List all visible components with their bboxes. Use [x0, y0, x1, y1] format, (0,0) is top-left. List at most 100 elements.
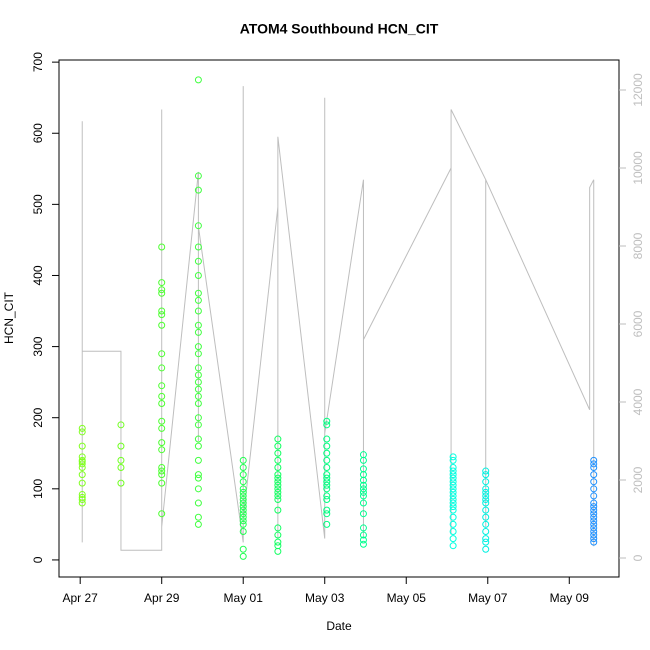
point: [323, 474, 331, 482]
point: [274, 538, 282, 546]
point: [590, 531, 598, 539]
point: [194, 378, 202, 386]
point: [239, 499, 247, 507]
point: [158, 311, 166, 319]
y-tick-label: 400: [31, 265, 45, 285]
point: [274, 485, 282, 493]
point: [239, 471, 247, 479]
point: [323, 435, 331, 443]
point: [590, 503, 598, 511]
y2-tick-label: 4000: [631, 388, 645, 415]
plot-box: [58, 59, 620, 578]
point: [117, 456, 125, 464]
point: [590, 510, 598, 518]
y-axis-title: HCN_CIT: [2, 291, 16, 344]
point: [323, 510, 331, 518]
x-tick-label: May 07: [468, 591, 508, 605]
point: [194, 257, 202, 265]
point: [449, 503, 457, 511]
x-tick-label: Apr 29: [144, 591, 180, 605]
point: [323, 463, 331, 471]
point: [274, 435, 282, 443]
point: [482, 485, 490, 493]
point: [359, 540, 367, 548]
point: [78, 491, 86, 499]
point: [78, 424, 86, 432]
point: [323, 456, 331, 464]
point: [449, 527, 457, 535]
point: [194, 421, 202, 429]
point: [78, 479, 86, 487]
point: [482, 499, 490, 507]
point: [194, 520, 202, 528]
point: [590, 506, 598, 514]
point: [158, 446, 166, 454]
y2-tick-label: 12000: [631, 73, 645, 107]
point: [323, 478, 331, 486]
point: [158, 399, 166, 407]
point: [590, 463, 598, 471]
point: [239, 495, 247, 503]
point: [194, 271, 202, 279]
point: [482, 492, 490, 500]
point: [590, 460, 598, 468]
point: [590, 524, 598, 532]
point: [158, 471, 166, 479]
point: [323, 481, 331, 489]
point: [239, 503, 247, 511]
point: [117, 421, 125, 429]
x-tick-label: May 01: [224, 591, 264, 605]
point: [449, 542, 457, 550]
y2-tick-label: 8000: [631, 232, 645, 259]
point: [194, 76, 202, 84]
point: [117, 463, 125, 471]
point: [359, 536, 367, 544]
x-tick-label: May 03: [305, 591, 345, 605]
point: [590, 471, 598, 479]
point: [274, 449, 282, 457]
point: [158, 307, 166, 315]
point: [158, 463, 166, 471]
point: [359, 499, 367, 507]
y-tick-label: 600: [31, 123, 45, 143]
point: [449, 506, 457, 514]
point: [78, 495, 86, 503]
point: [274, 456, 282, 464]
point: [239, 517, 247, 525]
point: [482, 520, 490, 528]
point: [449, 485, 457, 493]
point: [590, 535, 598, 543]
point: [158, 479, 166, 487]
point: [194, 456, 202, 464]
point: [590, 478, 598, 486]
x-axis-title: Date: [326, 619, 352, 633]
point: [323, 506, 331, 514]
point: [239, 506, 247, 514]
point: [274, 531, 282, 539]
point: [323, 421, 331, 429]
point: [239, 478, 247, 486]
point: [194, 343, 202, 351]
point: [449, 481, 457, 489]
point: [239, 485, 247, 493]
point: [323, 495, 331, 503]
point: [590, 538, 598, 546]
y-tick-label: 700: [31, 52, 45, 72]
point: [482, 538, 490, 546]
point: [359, 481, 367, 489]
point: [239, 510, 247, 518]
point: [449, 495, 457, 503]
point: [449, 499, 457, 507]
point: [590, 485, 598, 493]
point: [359, 531, 367, 539]
chart-title: ATOM4 Southbound HCN_CIT: [240, 21, 439, 37]
point: [117, 479, 125, 487]
point: [449, 463, 457, 471]
point: [449, 474, 457, 482]
point: [482, 471, 490, 479]
point: [482, 488, 490, 496]
point: [194, 172, 202, 180]
point: [323, 471, 331, 479]
point: [359, 510, 367, 518]
point: [359, 488, 367, 496]
